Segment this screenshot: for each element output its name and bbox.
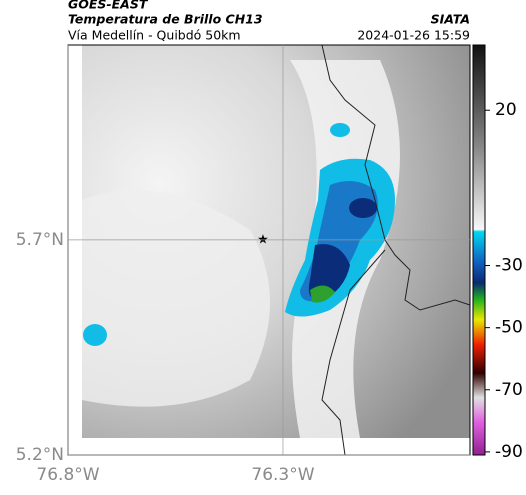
datetime: 2024-01-26 15:59 [357,28,470,43]
title: GOES-EAST [68,0,149,12]
x-tick-label: 76.8°W [36,465,99,485]
x-tick-label: 76.3°W [251,465,314,485]
source: SIATA [431,12,470,27]
colorbar-tick-label: -90 [495,442,523,462]
y-tick-label: 5.7°N [16,230,64,250]
location: Vía Medellín - Quibdó 50km [68,28,241,43]
imagery [68,45,470,455]
colorbar [472,44,486,456]
colorbar-tick-label: -30 [495,256,523,276]
colorbar-tick-label: -70 [495,380,523,400]
y-tick-label: 5.2°N [16,445,64,465]
colorbar-tick-label: 20 [495,100,517,120]
subtitle: Temperatura de Brillo CH13 [68,12,263,27]
colorbar-tick-label: -50 [495,318,523,338]
